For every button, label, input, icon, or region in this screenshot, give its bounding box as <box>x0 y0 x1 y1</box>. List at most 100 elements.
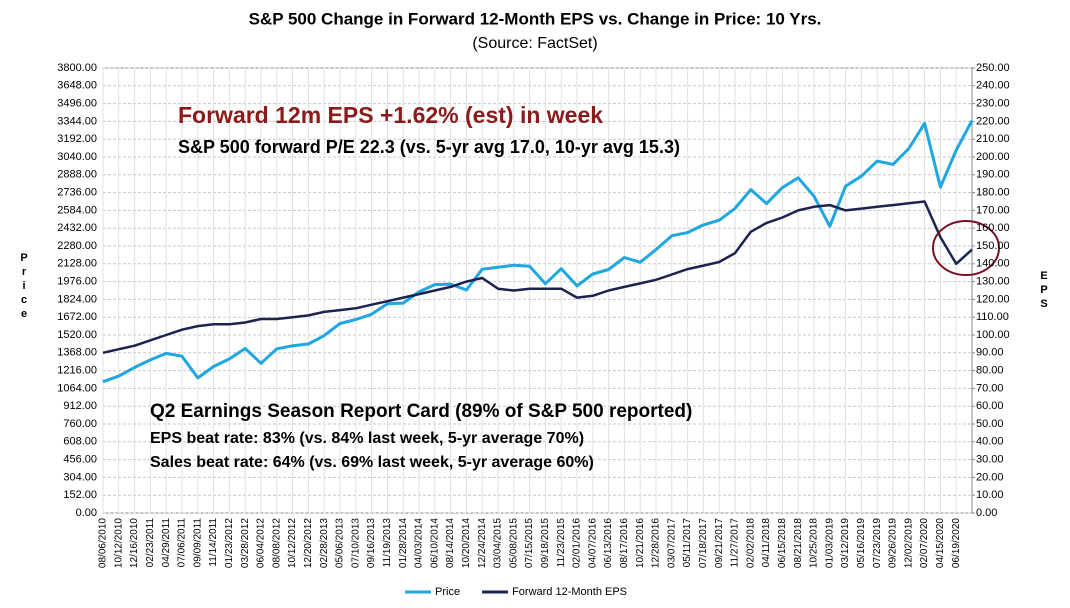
y2-tick-label: 130.00 <box>976 276 1010 288</box>
y2-tick-label: 0.00 <box>976 507 997 519</box>
y2-tick-label: 60.00 <box>976 400 1004 412</box>
x-tick-label: 06/15/2018 <box>777 518 788 568</box>
x-tick-label: 09/21/2017 <box>714 518 725 568</box>
y-tick-label: 3648.00 <box>57 80 97 92</box>
y-tick-label: 304.00 <box>63 471 97 483</box>
y-tick-label: 3496.00 <box>57 98 97 110</box>
y2-tick-label: 90.00 <box>976 347 1004 359</box>
x-tick-label: 03/04/2015 <box>493 518 504 568</box>
y-tick-label: 2128.00 <box>57 258 97 270</box>
x-tick-label: 04/03/2014 <box>414 518 425 568</box>
x-tick-label: 04/15/2020 <box>935 518 946 568</box>
x-tick-label: 07/06/2011 <box>177 518 188 568</box>
x-tick-label: 11/19/2013 <box>382 518 393 568</box>
chart-subtitle: (Source: FactSet) <box>472 35 597 52</box>
legend-label: Price <box>435 586 460 598</box>
y2-tick-label: 230.00 <box>976 98 1010 110</box>
x-tick-label: 05/11/2017 <box>682 518 693 568</box>
y2-tick-label: 120.00 <box>976 293 1010 305</box>
y2-tick-label: 190.00 <box>976 169 1010 181</box>
y2-tick-label: 180.00 <box>976 187 1010 199</box>
y2-tick-label: 170.00 <box>976 204 1010 216</box>
x-tick-label: 12/02/2019 <box>903 518 914 568</box>
y2-tick-label: 50.00 <box>976 418 1004 430</box>
x-tick-label: 08/06/2010 <box>98 518 109 568</box>
y-tick-label: 152.00 <box>63 489 97 501</box>
x-tick-label: 04/29/2011 <box>161 518 172 568</box>
x-tick-label: 02/02/2018 <box>745 518 756 568</box>
x-tick-label: 07/10/2013 <box>350 518 361 568</box>
x-tick-label: 10/12/2010 <box>113 518 124 568</box>
x-tick-label: 08/17/2016 <box>619 518 630 568</box>
x-tick-label: 09/09/2011 <box>192 518 203 568</box>
x-tick-label: 12/16/2010 <box>129 518 140 568</box>
y-tick-label: 2736.00 <box>57 187 97 199</box>
y-tick-label: 1368.00 <box>57 347 97 359</box>
y2-tick-label: 210.00 <box>976 133 1010 145</box>
highlight-circle <box>932 220 1000 276</box>
y-tick-label: 1520.00 <box>57 329 97 341</box>
x-tick-label: 06/13/2016 <box>603 518 614 568</box>
x-tick-label: 01/23/2012 <box>224 518 235 568</box>
x-tick-label: 02/23/2011 <box>145 518 156 568</box>
x-tick-label: 11/27/2017 <box>730 518 741 568</box>
x-tick-label: 10/25/2018 <box>809 518 820 568</box>
annotation: Q2 Earnings Season Report Card (89% of S… <box>150 401 692 422</box>
x-tick-label: 10/20/2014 <box>461 518 472 568</box>
y-tick-label: 0.00 <box>76 507 97 519</box>
x-tick-label: 11/14/2011 <box>208 518 219 567</box>
series-line <box>102 119 974 384</box>
y2-tick-label: 30.00 <box>976 454 1004 466</box>
x-tick-label: 05/08/2015 <box>508 518 519 568</box>
y2-tick-label: 140.00 <box>976 258 1010 270</box>
y2-axis-label: EPS <box>1038 270 1050 312</box>
x-tick-label: 03/07/2017 <box>666 518 677 568</box>
y2-tick-label: 240.00 <box>976 80 1010 92</box>
x-tick-label: 02/07/2020 <box>919 518 930 568</box>
y-tick-label: 1824.00 <box>57 293 97 305</box>
y-tick-label: 2432.00 <box>57 222 97 234</box>
x-tick-label: 08/21/2018 <box>793 518 804 568</box>
x-tick-label: 11/23/2015 <box>556 518 567 568</box>
annotation: Forward 12m EPS +1.62% (est) in week <box>178 102 603 128</box>
x-tick-label: 06/10/2014 <box>429 518 440 568</box>
y-axis-label: Price <box>18 252 30 322</box>
y-tick-label: 1216.00 <box>57 365 97 377</box>
y2-tick-label: 220.00 <box>976 115 1010 127</box>
x-tick-label: 12/28/2016 <box>651 518 662 568</box>
y-tick-label: 3040.00 <box>57 151 97 163</box>
x-tick-label: 02/28/2013 <box>319 518 330 568</box>
annotation: Sales beat rate: 64% (vs. 69% last week,… <box>150 454 594 471</box>
y-tick-label: 2280.00 <box>57 240 97 252</box>
y-tick-label: 3192.00 <box>57 133 97 145</box>
x-tick-label: 07/18/2017 <box>698 518 709 568</box>
series-line <box>102 200 973 355</box>
y-tick-label: 912.00 <box>63 400 97 412</box>
y-tick-label: 1976.00 <box>57 276 97 288</box>
x-tick-label: 08/14/2014 <box>445 518 456 568</box>
y2-tick-label: 70.00 <box>976 382 1004 394</box>
x-tick-label: 12/24/2014 <box>477 518 488 568</box>
y2-tick-label: 40.00 <box>976 436 1004 448</box>
y2-tick-label: 160.00 <box>976 222 1010 234</box>
x-tick-label: 08/08/2012 <box>271 518 282 568</box>
y-tick-label: 1672.00 <box>57 311 97 323</box>
y-tick-label: 3800.00 <box>57 62 97 74</box>
x-tick-label: 03/12/2019 <box>840 518 851 568</box>
x-tick-label: 01/28/2014 <box>398 518 409 568</box>
y-tick-label: 1064.00 <box>57 382 97 394</box>
y2-tick-label: 250.00 <box>976 62 1010 74</box>
y2-tick-label: 10.00 <box>976 489 1004 501</box>
x-tick-label: 09/16/2013 <box>366 518 377 568</box>
x-tick-label: 06/04/2012 <box>256 518 267 568</box>
chart-title: S&P 500 Change in Forward 12-Month EPS v… <box>249 9 822 28</box>
y-tick-label: 2584.00 <box>57 204 97 216</box>
x-tick-label: 06/19/2020 <box>951 518 962 568</box>
x-tick-label: 07/15/2015 <box>524 518 535 568</box>
x-tick-label: 05/06/2013 <box>335 518 346 568</box>
y-tick-label: 608.00 <box>63 436 97 448</box>
x-tick-label: 04/07/2016 <box>587 518 598 568</box>
y-tick-label: 3344.00 <box>57 115 97 127</box>
x-tick-label: 12/20/2012 <box>303 518 314 568</box>
y-tick-label: 2888.00 <box>57 169 97 181</box>
